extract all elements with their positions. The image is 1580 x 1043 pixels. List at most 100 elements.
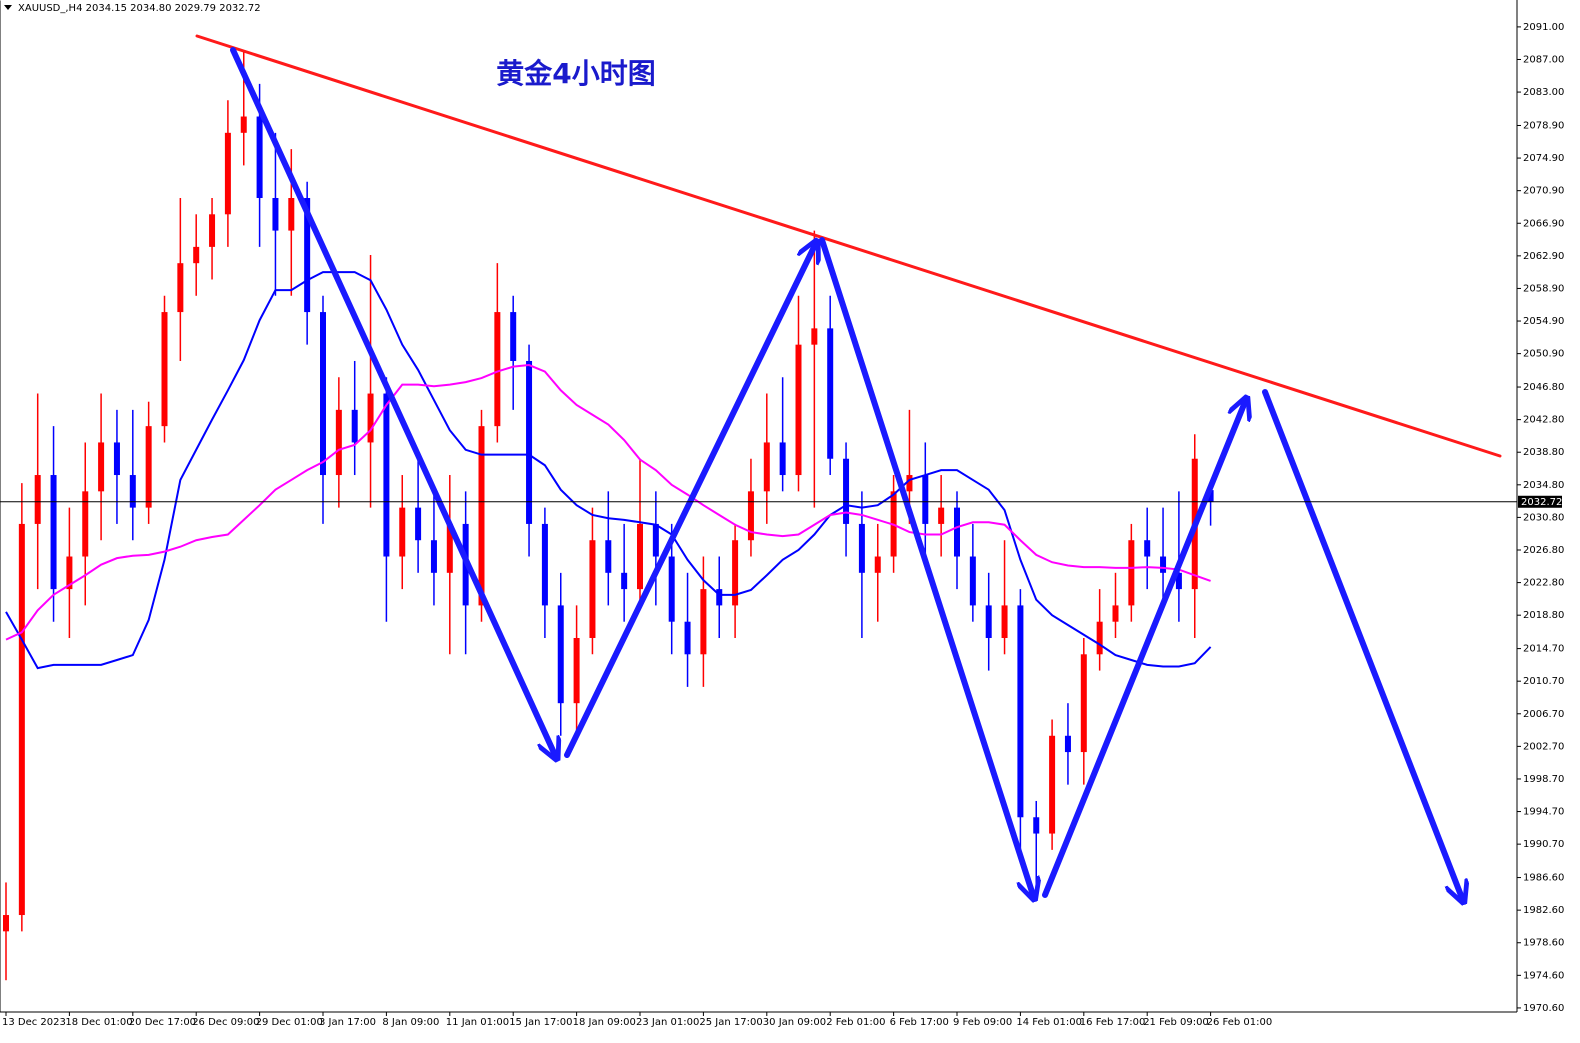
x-tick-label: 29 Dec 01:00: [256, 1017, 323, 1028]
x-tick-label: 20 Dec 17:00: [129, 1017, 196, 1028]
candle-body: [1049, 735, 1056, 834]
y-tick-label: 2018.80: [1523, 610, 1564, 621]
candle-body: [288, 198, 295, 231]
y-tick-label: 2010.70: [1523, 676, 1564, 687]
x-tick-label: 18 Jan 09:00: [573, 1017, 636, 1028]
candle-body: [954, 507, 960, 557]
candle-body: [256, 116, 263, 198]
candle-body: [843, 458, 850, 524]
y-tick-label: 2038.80: [1523, 447, 1564, 458]
candle-body: [732, 540, 739, 606]
y-tick-label: 1978.60: [1523, 938, 1564, 949]
candle-body: [1033, 817, 1040, 834]
y-tick-label: 2074.90: [1523, 153, 1564, 164]
candle-body: [763, 442, 770, 492]
x-tick-label: 6 Feb 17:00: [890, 1017, 949, 1028]
x-tick-label: 15 Jan 17:00: [509, 1017, 572, 1028]
candle-body: [541, 523, 548, 606]
price-label-box: [1518, 495, 1562, 508]
plot-area: [3, 51, 1214, 981]
moving-average: [5, 364, 1211, 641]
candle-body: [224, 132, 231, 215]
y-tick-label: 2002.70: [1523, 741, 1564, 752]
y-tick-label: 2050.90: [1523, 349, 1564, 360]
candle-body: [526, 360, 533, 524]
candle-body: [874, 556, 881, 573]
candle-body: [18, 523, 25, 916]
x-tick-label: 26 Dec 09:00: [192, 1017, 259, 1028]
candle-body: [1175, 572, 1182, 590]
arrow: [564, 245, 815, 758]
candle-body: [304, 198, 311, 313]
y-tick-label: 2066.90: [1523, 218, 1564, 229]
candle-body: [1160, 556, 1167, 573]
candle-body: [335, 409, 342, 476]
candle-body: [34, 475, 41, 524]
candle-body: [430, 540, 437, 573]
candle-body: [145, 426, 152, 508]
candle-body: [50, 475, 57, 590]
y-tick-label: 2083.00: [1523, 87, 1564, 98]
arrow: [230, 47, 555, 755]
candle-body: [811, 328, 818, 345]
candle-body: [351, 409, 358, 443]
y-tick-label: 2026.80: [1523, 545, 1564, 556]
candle-body: [716, 589, 723, 606]
y-tick-label: 1982.60: [1523, 905, 1564, 916]
candle-body: [367, 393, 374, 443]
candle-body: [129, 475, 136, 508]
candle-body: [209, 214, 216, 247]
y-tick-label: 2054.90: [1523, 316, 1564, 327]
candle-body: [795, 344, 802, 476]
y-tick-label: 2087.00: [1523, 54, 1564, 65]
candle-body: [3, 915, 9, 932]
y-tick-label: 2091.00: [1523, 22, 1564, 33]
y-tick-label: 1970.60: [1523, 1003, 1564, 1014]
candle-body: [1128, 540, 1135, 606]
x-tick-label: 16 Feb 17:00: [1080, 1017, 1146, 1028]
price-label: 2032.72: [1521, 497, 1562, 508]
candle-body: [779, 442, 786, 476]
candle-body: [1064, 735, 1071, 753]
x-tick-label: 3 Jan 17:00: [319, 1017, 376, 1028]
candle-body: [193, 246, 200, 264]
candle-body: [478, 426, 485, 606]
y-tick-label: 2046.80: [1523, 382, 1564, 393]
candle-body: [399, 507, 406, 557]
candle-body: [240, 116, 247, 133]
candle-body: [668, 556, 675, 622]
y-tick-label: 2022.80: [1523, 578, 1564, 589]
y-tick-label: 1986.60: [1523, 873, 1564, 884]
candle-body: [858, 523, 865, 573]
x-tick-label: 26 Feb 01:00: [1207, 1017, 1273, 1028]
y-tick-label: 2014.70: [1523, 644, 1564, 655]
candle-body: [446, 523, 453, 573]
x-tick-label: 13 Dec 2023: [2, 1017, 66, 1028]
y-tick-label: 2042.80: [1523, 415, 1564, 426]
trend-line: [195, 34, 1502, 458]
x-tick-label: 14 Feb 01:00: [1016, 1017, 1082, 1028]
candle-body: [652, 523, 659, 557]
candle-body: [621, 572, 628, 590]
y-tick-label: 1974.60: [1523, 970, 1564, 981]
candle-body: [985, 605, 992, 638]
candle-body: [589, 540, 596, 638]
header: XAUUSD_,H4 2034.15 2034.80 2029.79 2032.…: [18, 3, 261, 14]
x-tick-label: 8 Jan 09:00: [382, 1017, 439, 1028]
candle-body: [161, 312, 168, 427]
x-tick-label: 30 Jan 09:00: [763, 1017, 826, 1028]
x-tick-label: 11 Jan 01:00: [446, 1017, 509, 1028]
candle-body: [320, 312, 326, 476]
x-tick-label: 2 Feb 01:00: [826, 1017, 885, 1028]
annotation: 黄金4小时图: [496, 57, 655, 90]
candle-body: [1112, 605, 1119, 622]
y-tick-label: 2034.80: [1523, 480, 1564, 491]
y-tick-label: 1994.70: [1523, 807, 1564, 818]
y-tick-label: 1998.70: [1523, 774, 1564, 785]
y-tick-label: 2058.90: [1523, 283, 1564, 294]
x-tick-label: 21 Feb 09:00: [1143, 1017, 1209, 1028]
candle-body: [1096, 621, 1103, 655]
y-tick-label: 2070.90: [1523, 186, 1564, 197]
candle-body: [573, 638, 580, 704]
